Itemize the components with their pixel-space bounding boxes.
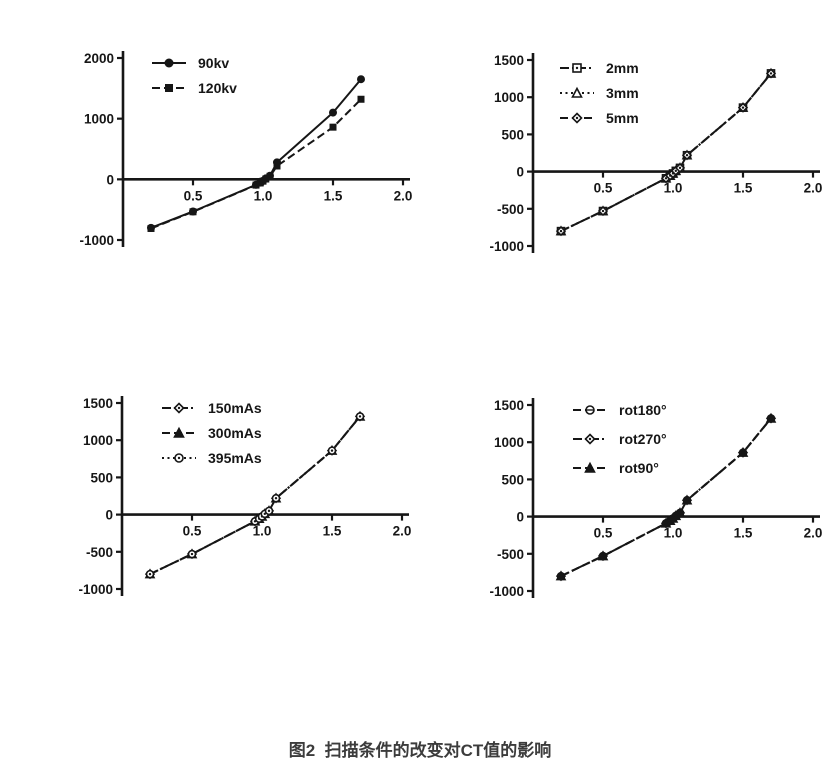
legend-label: rot270° — [619, 431, 667, 447]
series-120kv-markers — [147, 95, 365, 232]
x-tick-label: 2.0 — [804, 526, 823, 541]
x-tick-label: 0.5 — [183, 524, 202, 539]
chart-tube-current-svg: 1500 1000 500 0 -500 -1000 0.5 1.0 1.5 2.0 150mAs 3… — [78, 396, 412, 597]
y-tick-label: 1000 — [494, 90, 524, 105]
series-3mm — [555, 67, 777, 236]
x-tick-label: 2.0 — [393, 524, 412, 539]
x-tick-label: 0.5 — [184, 188, 203, 203]
x-axis: 0.5 1.0 1.5 2.0 — [533, 170, 823, 196]
y-tick-label: -500 — [497, 547, 524, 562]
y-tick-label: 1000 — [84, 112, 114, 127]
y-tick-label: 500 — [501, 127, 524, 142]
legend-label: 3mm — [606, 85, 639, 101]
legend: 90kv 120kv — [152, 55, 237, 96]
chart-slice-thickness-svg: 1500 1000 500 0 -500 -1000 0.5 1.0 1.5 2.0 2mm 3mm 5… — [489, 53, 823, 254]
y-tick-label: 1000 — [494, 435, 524, 450]
legend: 2mm 3mm 5mm — [560, 60, 639, 126]
y-tick-label: 0 — [106, 172, 114, 187]
x-tick-label: 1.5 — [323, 524, 342, 539]
y-tick-label: -1000 — [79, 233, 114, 248]
y-tick-label: 0 — [105, 508, 113, 523]
x-tick-label: 1.5 — [324, 188, 343, 203]
x-tick-label: 2.0 — [804, 181, 823, 196]
series-rot90° — [555, 412, 777, 581]
x-axis: 0.5 1.0 1.5 2.0 — [533, 515, 823, 541]
series-90kv — [147, 75, 365, 232]
x-tick-label: 1.0 — [254, 188, 273, 203]
y-tick-label: 1500 — [494, 53, 524, 68]
series-395mAs-markers — [145, 412, 365, 579]
legend: rot180° rot270° rot90° — [573, 402, 667, 476]
legend-label: rot180° — [619, 402, 667, 418]
series-2mm-markers — [556, 69, 776, 236]
x-tick-label: 1.0 — [664, 526, 683, 541]
series-3mm-markers — [555, 67, 777, 236]
figure-caption: 图2 扫描条件的改变对CT值的影响 — [288, 741, 552, 760]
legend-label: 5mm — [606, 110, 639, 126]
y-tick-label: -500 — [497, 202, 524, 217]
x-tick-label: 1.5 — [734, 526, 753, 541]
y-axis: 1500 1000 500 0 -500 -1000 — [489, 398, 535, 599]
y-axis: 1500 1000 500 0 -500 -1000 — [489, 53, 535, 254]
y-tick-label: 0 — [516, 510, 524, 525]
y-tick-label: 1500 — [83, 396, 113, 411]
series-5mm — [555, 68, 777, 237]
series-395mAs — [145, 412, 365, 579]
series-rot90°-markers — [555, 412, 777, 581]
x-axis: 0.5 1.0 1.5 2.0 — [122, 513, 412, 539]
y-axis: 1500 1000 500 0 -500 -1000 — [78, 396, 124, 597]
y-tick-label: -500 — [86, 545, 113, 560]
series-2mm — [556, 69, 776, 236]
series-90kv-markers — [147, 75, 365, 232]
chart-tube-voltage: 2000 1000 0 -1000 0.5 1.0 1.5 2.0 90kv 120kv — [63, 28, 415, 278]
series-120kv — [147, 95, 365, 232]
y-tick-label: 1500 — [494, 398, 524, 413]
x-tick-label: 1.0 — [664, 181, 683, 196]
y-tick-label: 500 — [90, 470, 113, 485]
x-tick-label: 2.0 — [394, 188, 413, 203]
chart-tube-current: 1500 1000 500 0 -500 -1000 0.5 1.0 1.5 2.0 150mAs 3… — [62, 373, 414, 623]
y-tick-label: 2000 — [84, 51, 114, 66]
x-tick-label: 1.5 — [734, 181, 753, 196]
legend-label: 90kv — [198, 55, 229, 71]
x-axis: 0.5 1.0 1.5 2.0 — [123, 178, 413, 203]
legend-label: 120kv — [198, 80, 237, 96]
legend-label: rot90° — [619, 460, 659, 476]
series-5mm-markers — [555, 68, 777, 237]
chart-tube-voltage-svg: 2000 1000 0 -1000 0.5 1.0 1.5 2.0 90kv 120kv — [79, 51, 413, 248]
y-tick-label: -1000 — [489, 239, 524, 254]
legend-label: 150mAs — [208, 400, 262, 416]
x-tick-label: 0.5 — [594, 526, 613, 541]
chart-slice-thickness: 1500 1000 500 0 -500 -1000 0.5 1.0 1.5 2.0 2mm 3mm 5… — [473, 30, 825, 280]
chart-rotation: 1500 1000 500 0 -500 -1000 0.5 1.0 1.5 2.0 rot180°… — [473, 375, 825, 625]
legend-label: 2mm — [606, 60, 639, 76]
y-tick-label: 500 — [501, 472, 524, 487]
y-axis: 2000 1000 0 -1000 — [79, 51, 125, 248]
chart-rotation-svg: 1500 1000 500 0 -500 -1000 0.5 1.0 1.5 2.0 rot180°… — [489, 398, 823, 599]
legend-label: 395mAs — [208, 450, 262, 466]
y-tick-label: 1000 — [83, 433, 113, 448]
x-tick-label: 1.0 — [253, 524, 272, 539]
legend: 150mAs 300mAs 395mAs — [162, 400, 262, 466]
legend-label: 300mAs — [208, 425, 262, 441]
y-tick-label: -1000 — [78, 582, 113, 597]
y-tick-label: 0 — [516, 165, 524, 180]
y-tick-label: -1000 — [489, 584, 524, 599]
x-tick-label: 0.5 — [594, 181, 613, 196]
